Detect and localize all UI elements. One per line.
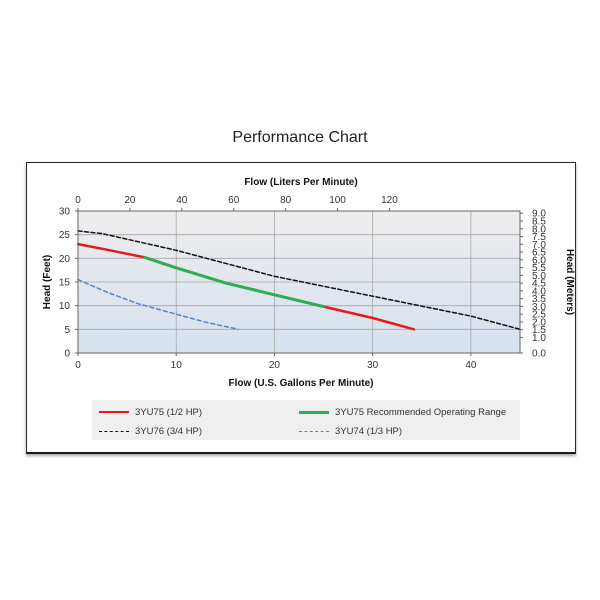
legend-swatch-3yu76 xyxy=(99,430,129,432)
x-tick-label: 0 xyxy=(75,360,81,371)
legend-item-3yu75: 3YU75 (1/2 HP) xyxy=(99,404,202,420)
x2-tick-label: 100 xyxy=(329,195,346,206)
y-tick-label: 10 xyxy=(59,301,71,312)
x2-tick-label: 20 xyxy=(124,195,136,206)
legend-item-3yu74: 3YU74 (1/3 HP) xyxy=(299,423,402,439)
y-tick-label: 0 xyxy=(64,349,70,360)
x-axis-label: Flow (U.S. Gallons Per Minute) xyxy=(228,378,373,389)
series-line-1 xyxy=(143,255,326,309)
x2-tick-label: 120 xyxy=(381,195,398,206)
x2-tick-label: 80 xyxy=(280,195,292,206)
x-tick-label: 20 xyxy=(269,360,281,371)
y-tick-label: 5 xyxy=(64,325,70,336)
legend-label-3yu74: 3YU74 (1/3 HP) xyxy=(335,425,403,437)
y2-tick-label: 2.5 xyxy=(532,310,546,321)
x2-tick-label: 0 xyxy=(75,195,81,206)
x-tick-label: 30 xyxy=(367,360,379,371)
y-tick-label: 20 xyxy=(59,254,71,265)
y2-tick-label: 3.5 xyxy=(532,294,546,305)
y2-tick-label: 6.0 xyxy=(532,255,546,266)
y2-tick-label: 9.0 xyxy=(532,209,546,220)
legend-swatch-3yu75 xyxy=(99,411,129,413)
y-tick-label: 30 xyxy=(59,207,71,218)
legend-item-3yu75-range: 3YU75 Recommended Operating Range xyxy=(299,404,506,420)
y-tick-label: 15 xyxy=(59,278,71,289)
legend-label-3yu76: 3YU76 (3/4 HP) xyxy=(135,425,203,437)
x2-axis-label: Flow (Liters Per Minute) xyxy=(244,177,357,188)
x-tick-label: 40 xyxy=(465,360,477,371)
y-tick-label: 25 xyxy=(59,230,71,241)
y2-tick-label: 0.0 xyxy=(532,349,546,360)
x-tick-label: 10 xyxy=(171,360,183,371)
legend-label-3yu75-range: 3YU75 Recommended Operating Range xyxy=(335,406,507,418)
series-line-3 xyxy=(77,278,239,331)
y2-tick-label: 7.0 xyxy=(532,240,546,251)
y2-tick-label: 8.0 xyxy=(532,224,546,235)
legend-swatch-3yu75-range xyxy=(299,410,329,414)
y2-tick-label: 4.0 xyxy=(532,286,546,297)
y2-tick-label: 8.5 xyxy=(532,217,546,228)
y2-tick-label: 6.5 xyxy=(532,248,546,259)
legend-swatch-3yu74 xyxy=(299,430,329,432)
x2-tick-label: 40 xyxy=(176,195,188,206)
legend: 3YU75 (1/2 HP) 3YU75 Recommended Operati… xyxy=(92,400,520,440)
y2-axis-label: Head (Meters) xyxy=(564,249,575,315)
y-axis-label: Head (Feet) xyxy=(42,255,53,309)
legend-label-3yu75: 3YU75 (1/2 HP) xyxy=(135,406,203,418)
chart-title: Performance Chart xyxy=(232,129,368,146)
x2-tick-label: 60 xyxy=(228,195,240,206)
y2-tick-label: 4.5 xyxy=(532,279,546,290)
y2-tick-label: 1.0 xyxy=(532,333,546,344)
y2-tick-label: 2.0 xyxy=(532,317,546,328)
y2-tick-label: 3.0 xyxy=(532,302,546,313)
legend-item-3yu76: 3YU76 (3/4 HP) xyxy=(99,423,202,439)
y2-tick-label: 5.0 xyxy=(532,271,546,282)
y2-tick-label: 1.5 xyxy=(532,325,546,336)
y2-tick-label: 7.5 xyxy=(532,232,546,243)
y2-tick-label: 5.5 xyxy=(532,263,546,274)
series-line-2 xyxy=(77,230,521,331)
